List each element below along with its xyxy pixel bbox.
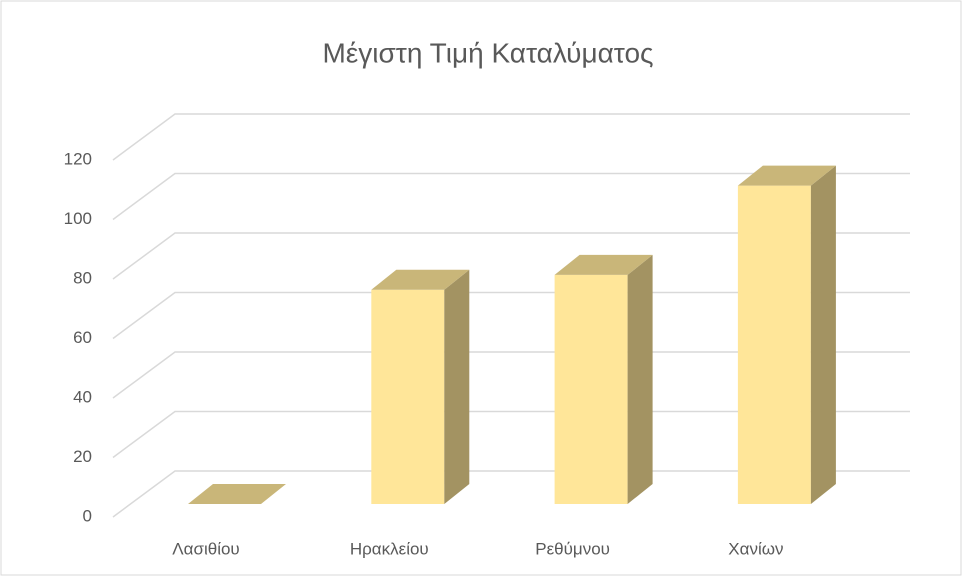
bar-top bbox=[554, 254, 653, 275]
bar-front bbox=[371, 289, 445, 504]
bar-front bbox=[737, 185, 811, 505]
bar bbox=[554, 254, 653, 504]
y-tick-label: 60 bbox=[73, 328, 92, 347]
y-tick-label: 100 bbox=[64, 209, 92, 228]
grid-line bbox=[112, 470, 910, 518]
bar-side bbox=[810, 165, 836, 505]
grid-line bbox=[112, 351, 910, 399]
bar-top bbox=[188, 484, 286, 504]
chart-title: Μέγιστη Τιμή Καταλύματος bbox=[322, 37, 653, 68]
grid-line bbox=[112, 113, 910, 161]
x-tick-label: Λασιθίου bbox=[172, 539, 239, 558]
y-tick-label: 120 bbox=[64, 149, 92, 168]
x-tick-label: Ηρακλείου bbox=[350, 539, 429, 558]
grid-line bbox=[112, 172, 910, 221]
x-tick-label: Χανίων bbox=[728, 539, 783, 558]
bar bbox=[737, 165, 836, 505]
bar bbox=[371, 269, 470, 504]
bar-side bbox=[627, 254, 653, 504]
bar-top bbox=[737, 165, 836, 186]
x-tick-label: Ρεθύμνου bbox=[535, 539, 610, 558]
y-tick-label: 20 bbox=[73, 447, 92, 466]
y-tick-label: 80 bbox=[73, 268, 92, 287]
bar-top bbox=[371, 269, 470, 290]
bar-front bbox=[554, 274, 628, 504]
bar bbox=[188, 484, 286, 504]
y-tick-label: 40 bbox=[73, 387, 92, 406]
grid-line bbox=[112, 232, 910, 280]
bar-side bbox=[444, 269, 470, 504]
grid-line bbox=[112, 410, 910, 459]
grid-line bbox=[112, 291, 910, 340]
y-tick-label: 0 bbox=[83, 506, 92, 525]
